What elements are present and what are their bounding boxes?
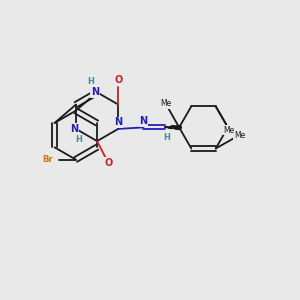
Text: H: H xyxy=(163,133,170,142)
Text: Me: Me xyxy=(161,99,172,108)
Text: H: H xyxy=(87,77,94,86)
Text: N: N xyxy=(70,124,79,134)
Text: O: O xyxy=(105,158,113,168)
Text: Br: Br xyxy=(43,155,53,164)
Text: N: N xyxy=(114,117,122,128)
Text: O: O xyxy=(114,75,122,85)
Text: Me: Me xyxy=(234,131,245,140)
Text: H: H xyxy=(76,135,82,144)
Text: N: N xyxy=(140,116,148,126)
Text: Me: Me xyxy=(224,126,235,135)
Text: N: N xyxy=(91,87,99,97)
